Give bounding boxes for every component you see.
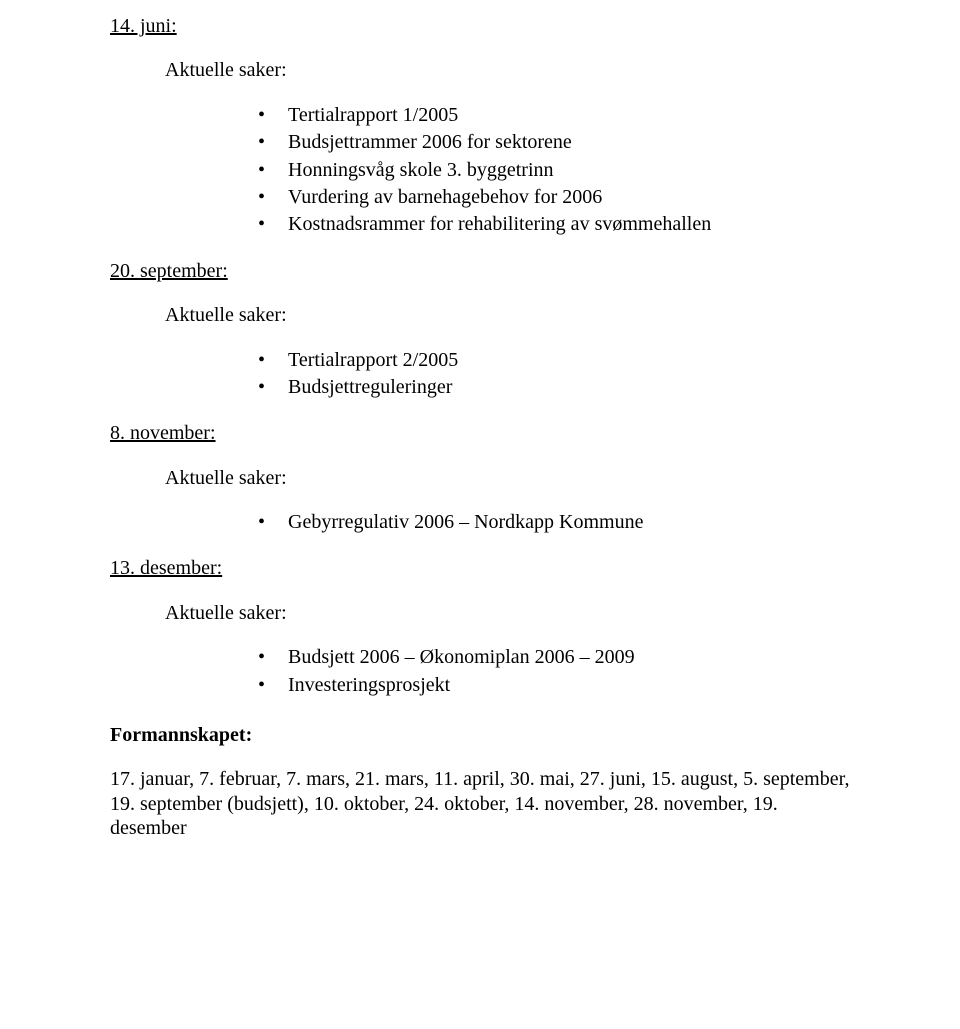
list-item: Tertialrapport 2/2005 (258, 348, 850, 372)
formannskapet-heading: Formannskapet: (110, 723, 850, 747)
list-item: Kostnadsrammer for rehabilitering av svø… (258, 212, 850, 236)
list-item: Budsjettreguleringer (258, 375, 850, 399)
formannskapet-dates: 17. januar, 7. februar, 7. mars, 21. mar… (110, 767, 850, 840)
aktuelle-label: Aktuelle saker: (165, 58, 850, 82)
list-item: Honningsvåg skole 3. byggetrinn (258, 158, 850, 182)
date-20-september: 20. september: (110, 259, 850, 283)
list-item: Budsjett 2006 – Økonomiplan 2006 – 2009 (258, 645, 850, 669)
document-page: 14. juni: Aktuelle saker: Tertialrapport… (0, 0, 960, 1029)
date-8-november: 8. november: (110, 421, 850, 445)
date-13-desember: 13. desember: (110, 556, 850, 580)
bullet-list-nov8: Gebyrregulativ 2006 – Nordkapp Kommune (110, 510, 850, 534)
bullet-list-dec13: Budsjett 2006 – Økonomiplan 2006 – 2009 … (110, 645, 850, 697)
list-item: Vurdering av barnehagebehov for 2006 (258, 185, 850, 209)
aktuelle-label: Aktuelle saker: (165, 601, 850, 625)
bullet-list-sep20: Tertialrapport 2/2005 Budsjettregulering… (110, 348, 850, 400)
list-item: Budsjettrammer 2006 for sektorene (258, 130, 850, 154)
date-14-juni: 14. juni: (110, 14, 850, 38)
list-item: Gebyrregulativ 2006 – Nordkapp Kommune (258, 510, 850, 534)
aktuelle-label: Aktuelle saker: (165, 303, 850, 327)
list-item: Tertialrapport 1/2005 (258, 103, 850, 127)
list-item: Investeringsprosjekt (258, 673, 850, 697)
bullet-list-jun14: Tertialrapport 1/2005 Budsjettrammer 200… (110, 103, 850, 237)
aktuelle-label: Aktuelle saker: (165, 466, 850, 490)
